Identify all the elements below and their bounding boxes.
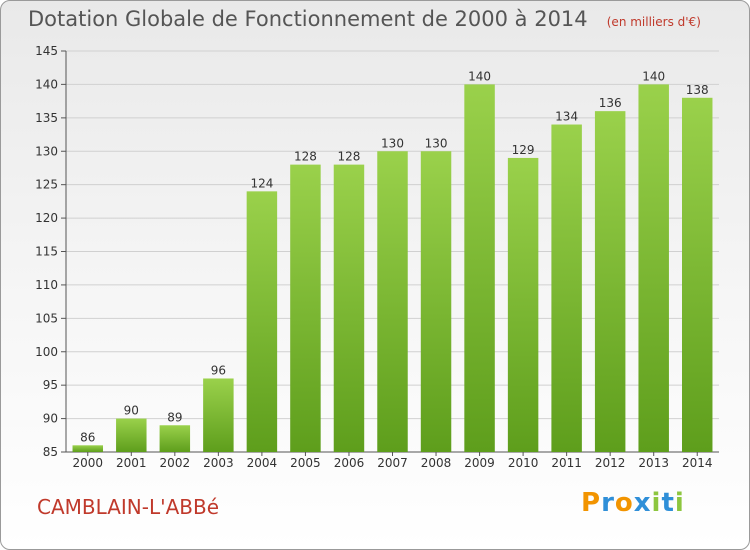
bars — [72, 84, 713, 453]
bar-value-label-2011: 134 — [555, 110, 578, 124]
chart-subtitle: (en milliers d'€) — [606, 15, 701, 29]
x-tick-label-2000: 2000 — [72, 456, 103, 470]
x-tick-label-2012: 2012 — [595, 456, 626, 470]
bar-value-label-2002: 89 — [167, 410, 182, 424]
bar-value-label-2003: 96 — [211, 363, 226, 377]
bar-2008 — [420, 151, 452, 452]
y-tick-label-1: 90 — [43, 412, 58, 426]
bar-value-label-2009: 140 — [468, 69, 491, 83]
proxiti-logo: Proxiti — [581, 488, 685, 518]
x-tick-label-2005: 2005 — [290, 456, 321, 470]
x-tick-label-2002: 2002 — [160, 456, 191, 470]
y-tick-label-8: 125 — [35, 178, 58, 192]
y-tick-label-3: 100 — [35, 345, 58, 359]
bar-value-label-2010: 129 — [512, 143, 535, 157]
x-tick-label-2008: 2008 — [421, 456, 452, 470]
x-tick-label-2009: 2009 — [464, 456, 495, 470]
bar-value-label-2014: 138 — [686, 83, 709, 97]
y-tick-label-7: 120 — [35, 211, 58, 225]
bar-2002 — [159, 425, 191, 452]
y-tick-labels: 85 90 95 100 105 110 115 120 125 130 135 140 145 — [35, 44, 58, 459]
bar-value-label-2007: 130 — [381, 136, 404, 150]
x-tick-label-2013: 2013 — [638, 456, 669, 470]
x-tick-labels: 2000 2001 2002 2003 2004 2005 2006 2007 2008 2009… — [72, 456, 712, 470]
bar-2009 — [464, 84, 495, 453]
y-tick-label-11: 140 — [35, 77, 58, 91]
bar-value-label-2005: 128 — [294, 150, 317, 164]
bar-2004 — [246, 191, 278, 452]
y-tick-label-12: 145 — [35, 44, 58, 58]
bar-2003 — [203, 378, 234, 452]
y-tick-label-0: 85 — [43, 445, 58, 459]
bar-value-label-2008: 130 — [425, 136, 448, 150]
x-tick-label-2001: 2001 — [116, 456, 147, 470]
bar-value-label-2000: 86 — [80, 430, 95, 444]
chart-title: Dotation Globale de Fonctionnement de 20… — [28, 7, 588, 31]
y-tick-label-6: 115 — [35, 245, 58, 259]
bar-2007 — [377, 151, 408, 452]
data-labels: 86 90 89 96 124 128 128 130 130 140 129 134 136 140 13… — [80, 69, 709, 444]
bar-value-label-2004: 124 — [250, 176, 273, 190]
title-block: Dotation Globale de Fonctionnement de 20… — [28, 7, 701, 31]
x-tick-label-2014: 2014 — [682, 456, 713, 470]
x-tick-label-2011: 2011 — [551, 456, 582, 470]
bar-value-label-2012: 136 — [599, 96, 622, 110]
x-tick-label-2007: 2007 — [377, 456, 408, 470]
bar-2001 — [116, 418, 147, 452]
bar-2012 — [594, 111, 626, 453]
bar-2010 — [507, 157, 539, 452]
bar-value-label-2001: 90 — [124, 404, 139, 418]
y-tick-label-10: 135 — [35, 111, 58, 125]
bar-value-label-2006: 128 — [338, 150, 361, 164]
x-tick-label-2003: 2003 — [203, 456, 234, 470]
x-tick-label-2006: 2006 — [334, 456, 365, 470]
y-tick-label-2: 95 — [43, 378, 58, 392]
y-tick-label-9: 130 — [35, 144, 58, 158]
bar-2005 — [290, 164, 321, 452]
x-tick-label-2004: 2004 — [247, 456, 278, 470]
bar-2000 — [72, 445, 104, 452]
bar-value-label-2013: 140 — [642, 69, 665, 83]
y-tick-label-4: 105 — [35, 311, 58, 325]
commune-name: CAMBLAIN-L'ABBé — [37, 495, 220, 519]
bar-2013 — [638, 84, 669, 453]
bar-2014 — [681, 97, 713, 453]
bar-2011 — [551, 124, 582, 453]
bar-2006 — [333, 164, 365, 452]
y-tick-label-5: 110 — [35, 278, 58, 292]
x-tick-label-2010: 2010 — [508, 456, 539, 470]
